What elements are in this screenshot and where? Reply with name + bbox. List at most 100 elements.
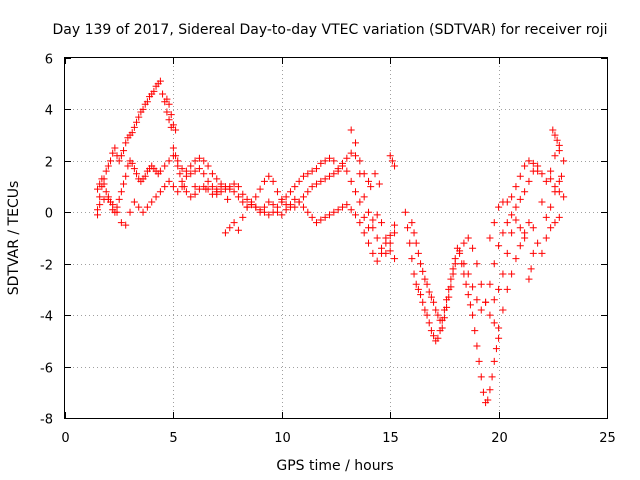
data-point (516, 172, 524, 180)
data-point (130, 123, 138, 131)
data-point (423, 311, 431, 319)
data-point (230, 219, 238, 227)
data-point (386, 247, 394, 255)
data-point (378, 219, 386, 227)
data-point (551, 188, 559, 196)
data-point (120, 180, 128, 188)
data-point (547, 167, 555, 175)
data-point (490, 219, 498, 227)
data-point (547, 203, 555, 211)
data-point (122, 139, 130, 147)
data-point (178, 165, 186, 173)
data-point (521, 162, 529, 170)
data-point (499, 229, 507, 237)
data-point (308, 167, 316, 175)
data-point (141, 172, 149, 180)
data-point (525, 177, 533, 185)
data-point (334, 206, 342, 214)
data-point (456, 247, 464, 255)
data-point (169, 152, 177, 160)
data-point (414, 249, 422, 257)
data-point (547, 224, 555, 232)
data-point (551, 131, 559, 139)
data-point (126, 208, 134, 216)
data-point (525, 157, 533, 165)
data-point (282, 206, 290, 214)
data-point (265, 211, 273, 219)
data-point (278, 211, 286, 219)
data-point (404, 224, 412, 232)
data-point (486, 280, 494, 288)
data-point (401, 208, 409, 216)
data-point (484, 396, 492, 404)
data-point (243, 195, 251, 203)
data-point (525, 275, 533, 283)
data-point (117, 152, 125, 160)
data-point (167, 111, 175, 119)
y-tick-label: 2 (45, 156, 53, 171)
data-point (464, 270, 472, 278)
data-point (516, 224, 524, 232)
data-point (410, 270, 418, 278)
data-point (204, 177, 212, 185)
data-point (542, 234, 550, 242)
data-point (195, 154, 203, 162)
data-point (430, 332, 438, 340)
data-point (430, 298, 438, 306)
data-point (339, 203, 347, 211)
data-point (473, 342, 481, 350)
data-point (492, 345, 500, 353)
data-point (213, 190, 221, 198)
data-point (466, 301, 474, 309)
data-point (475, 357, 483, 365)
data-point (427, 327, 435, 335)
data-point (473, 260, 481, 268)
data-point (382, 239, 390, 247)
data-point (163, 95, 171, 103)
data-point (365, 239, 373, 247)
data-point (449, 270, 457, 278)
data-point (360, 229, 368, 237)
data-point (247, 198, 255, 206)
data-point (371, 170, 379, 178)
data-point (473, 296, 481, 304)
data-point (102, 188, 110, 196)
data-point (503, 249, 511, 257)
data-point (425, 288, 433, 296)
x-tick-label: 0 (61, 431, 69, 446)
data-point (555, 213, 563, 221)
data-point (391, 162, 399, 170)
data-point (436, 316, 444, 324)
data-point (208, 183, 216, 191)
data-point (367, 183, 375, 191)
data-point (224, 195, 232, 203)
data-point (427, 293, 435, 301)
data-point (159, 90, 167, 98)
data-point (269, 201, 277, 209)
data-point (490, 260, 498, 268)
data-point (312, 219, 320, 227)
data-point (503, 198, 511, 206)
data-point (486, 311, 494, 319)
data-point (152, 193, 160, 201)
data-point (174, 157, 182, 165)
data-point (325, 154, 333, 162)
data-point (360, 213, 368, 221)
data-point (555, 147, 563, 155)
data-point (534, 239, 542, 247)
data-point (386, 231, 394, 239)
data-point (447, 275, 455, 283)
data-point (94, 206, 102, 214)
data-point (388, 157, 396, 165)
data-point (356, 198, 364, 206)
data-point (330, 157, 338, 165)
data-point (128, 159, 136, 167)
data-point (234, 193, 242, 201)
data-point (269, 177, 277, 185)
data-point (122, 221, 130, 229)
data-point (352, 139, 360, 147)
data-point (490, 357, 498, 365)
data-point (312, 165, 320, 173)
data-point (234, 226, 242, 234)
data-point (102, 167, 110, 175)
